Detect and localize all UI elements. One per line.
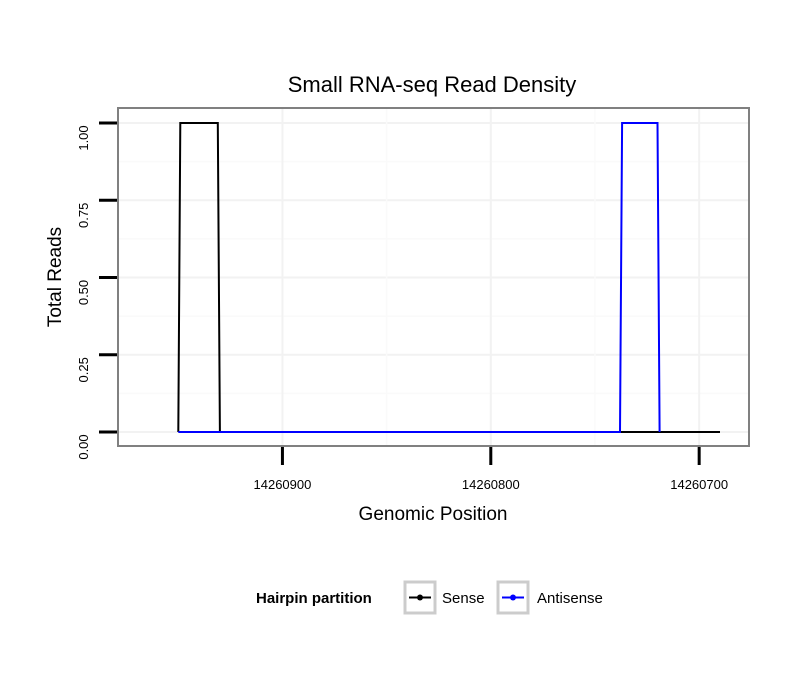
x-tick-label: 14260700	[670, 477, 728, 492]
chart-title: Small RNA-seq Read Density	[288, 72, 577, 97]
y-axis: 0.00 0.25 0.50 0.75 1.00	[76, 121, 117, 460]
x-tick-label: 14260800	[462, 477, 520, 492]
plot-panel-border	[117, 107, 750, 447]
x-tick-label: 14260900	[254, 477, 312, 492]
legend-items: Sense Antisense	[403, 580, 603, 615]
y-tick-label: 0.25	[76, 357, 91, 382]
grid	[118, 108, 749, 446]
y-axis-title: Total Reads	[45, 227, 66, 327]
series-layer	[177, 122, 720, 433]
legend-key-point	[510, 594, 516, 601]
series-line-antisense	[178, 122, 661, 433]
legend: Hairpin partition Sense Antisense	[256, 580, 603, 615]
x-axis-title: Genomic Position	[359, 504, 508, 525]
legend-label: Antisense	[537, 590, 603, 607]
legend-item-antisense: Antisense	[496, 580, 603, 615]
y-tick-label: 0.00	[76, 434, 91, 459]
x-axis: 14260900 14260800 14260700	[254, 447, 728, 492]
y-tick-label: 1.00	[76, 125, 91, 150]
legend-label: Sense	[442, 590, 485, 607]
legend-item-sense: Sense	[403, 580, 485, 615]
legend-key-point	[417, 594, 423, 601]
legend-title: Hairpin partition	[256, 590, 372, 607]
y-tick-label: 0.50	[76, 280, 91, 305]
y-tick-label: 0.75	[76, 203, 91, 228]
